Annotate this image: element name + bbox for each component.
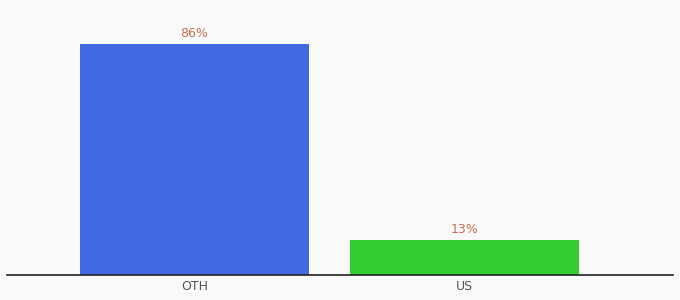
- Bar: [80, 44, 309, 274]
- Bar: [350, 240, 579, 274]
- Text: 13%: 13%: [451, 223, 479, 236]
- Text: 86%: 86%: [180, 27, 208, 40]
